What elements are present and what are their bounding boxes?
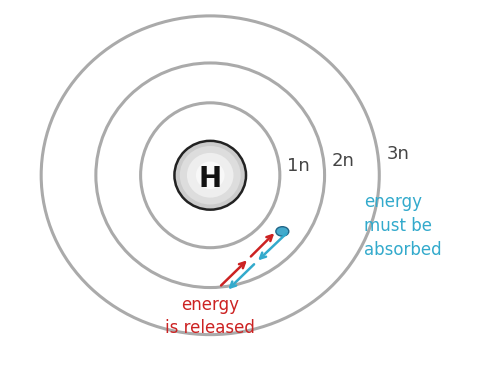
- Text: 2n: 2n: [332, 152, 355, 170]
- Text: energy
is released: energy is released: [166, 296, 255, 337]
- Ellipse shape: [180, 146, 240, 204]
- Text: H: H: [198, 165, 222, 193]
- Text: energy
must be
absorbed: energy must be absorbed: [364, 193, 442, 258]
- Circle shape: [276, 227, 289, 236]
- Ellipse shape: [196, 161, 224, 189]
- Text: 3n: 3n: [386, 145, 409, 162]
- Text: 1n: 1n: [288, 157, 310, 175]
- Ellipse shape: [187, 153, 234, 197]
- Ellipse shape: [174, 141, 246, 210]
